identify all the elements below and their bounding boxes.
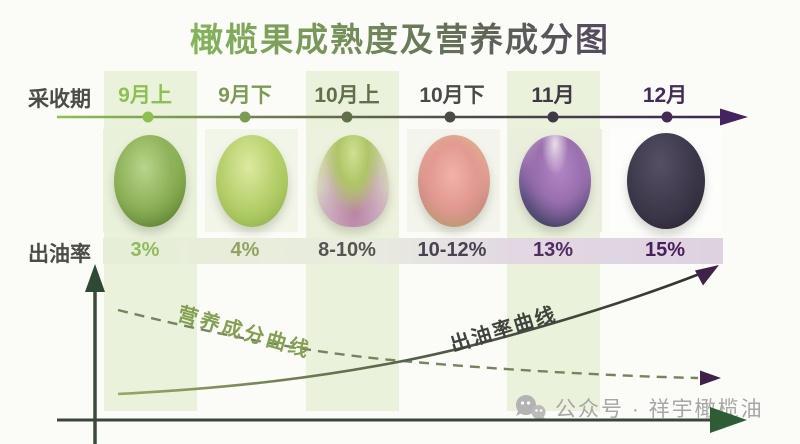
olive-photo-tile: [407, 129, 500, 232]
harvest-row-label: 采收期: [28, 88, 91, 111]
y-axis-arrow-icon: [85, 264, 105, 292]
olive-photo-tile: [103, 129, 197, 232]
oil-yield-strip: [103, 238, 723, 264]
harvest-period-2: 9月下: [218, 84, 272, 107]
oil-yield-value-4: 10-12%: [417, 239, 487, 261]
harvest-period-6: 12月: [642, 84, 688, 107]
page-title: 橄榄果成熟度及营养成分图: [0, 13, 800, 61]
oil-curve-arrow-icon: [695, 265, 719, 286]
turning-color-olive-icon: [316, 134, 389, 227]
olive-photo-tile: [306, 129, 399, 232]
oil-yield-row-label: 出油率: [28, 243, 91, 266]
timeline-dot: [239, 111, 251, 123]
oil-yield-value-2: 4%: [230, 239, 260, 261]
harvest-period-1: 9月上: [118, 84, 172, 107]
green-olive-icon: [114, 134, 186, 227]
oil-yield-value-6: 15%: [644, 239, 686, 261]
watermark-text: 公众号 · 祥宇橄榄油: [555, 398, 764, 421]
harvest-period-5: 11月: [531, 84, 575, 107]
timeline-dot: [444, 111, 456, 123]
yellow-green-olive-icon: [215, 134, 288, 227]
harvest-period-3: 10月上: [314, 84, 380, 107]
olive-photo-tile: [205, 129, 298, 232]
oil-yield-value-3: 8-10%: [318, 239, 376, 261]
timeline-dot: [661, 111, 673, 123]
wechat-icon: [516, 395, 546, 421]
nutrition-curve-arrow-icon: [700, 370, 721, 386]
olive-photo-tile: [610, 129, 722, 232]
olive-photo-tile: [508, 129, 602, 232]
red-ripe-olive-icon: [417, 134, 490, 227]
black-ripe-olive-icon: [627, 132, 705, 229]
watermark: 公众号 · 祥宇橄榄油: [514, 393, 764, 423]
purple-olive-icon: [519, 134, 591, 227]
oil-yield-value-1: 3%: [130, 239, 160, 261]
oil-yield-value-5: 13%: [532, 239, 574, 261]
harvest-period-4: 10月下: [419, 84, 485, 107]
timeline-arrow-icon: [720, 108, 748, 126]
